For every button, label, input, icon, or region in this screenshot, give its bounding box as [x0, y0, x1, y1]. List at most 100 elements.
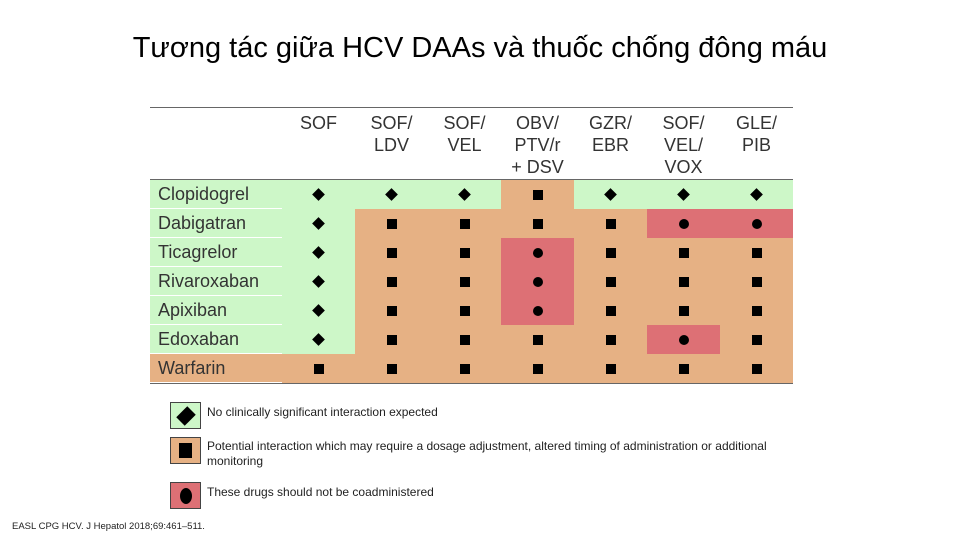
- diamond-icon: [385, 188, 398, 201]
- square-icon: [532, 334, 543, 345]
- diamond-icon: [458, 188, 471, 201]
- row-header: Apixiban: [150, 296, 282, 325]
- table-cell: [355, 180, 428, 209]
- square-icon: [459, 363, 470, 374]
- table-cell: [355, 267, 428, 296]
- circle-icon: [532, 247, 543, 258]
- table-cell: [720, 180, 793, 209]
- circle-icon: [532, 305, 543, 316]
- citation: EASL CPG HCV. J Hepatol 2018;69:461–511.: [12, 521, 205, 532]
- square-icon: [678, 276, 689, 287]
- table-cell: [574, 238, 647, 267]
- table-cell: [282, 238, 355, 267]
- table-cell: [282, 325, 355, 354]
- square-icon: [605, 247, 616, 258]
- table-corner: [150, 108, 282, 180]
- square-icon: [678, 363, 689, 374]
- table-cell: [428, 267, 501, 296]
- table-cell: [574, 209, 647, 238]
- table-cell: [574, 296, 647, 325]
- diamond-icon: [750, 188, 763, 201]
- table-cell: [647, 238, 720, 267]
- table-cell: [428, 180, 501, 209]
- column-header: GZR/ EBR: [574, 108, 647, 180]
- circle-icon: [751, 218, 762, 229]
- table-cell: [282, 267, 355, 296]
- table-cell: [720, 267, 793, 296]
- table-cell: [355, 325, 428, 354]
- row-header: Dabigatran: [150, 209, 282, 238]
- table-cell: [574, 354, 647, 383]
- table-cell: [282, 209, 355, 238]
- table-cell: [428, 238, 501, 267]
- diamond-icon: [604, 188, 617, 201]
- table-cell: [355, 354, 428, 383]
- table-cell: [355, 209, 428, 238]
- square-icon: [179, 443, 192, 458]
- square-icon: [532, 189, 543, 200]
- table-cell: [428, 296, 501, 325]
- table-cell: [501, 354, 574, 383]
- table-cell: [720, 209, 793, 238]
- table-cell: [574, 267, 647, 296]
- square-icon: [678, 305, 689, 316]
- column-header: SOF/ VEL/ VOX: [647, 108, 720, 180]
- table-cell: [355, 296, 428, 325]
- row-header: Edoxaban: [150, 325, 282, 354]
- square-icon: [751, 247, 762, 258]
- diamond-icon: [312, 217, 325, 230]
- legend-green-box: [170, 402, 201, 429]
- table-cell: [647, 296, 720, 325]
- square-icon: [459, 276, 470, 287]
- square-icon: [313, 363, 324, 374]
- table-cell: [647, 209, 720, 238]
- column-header: SOF/ LDV: [355, 108, 428, 180]
- square-icon: [751, 363, 762, 374]
- legend-orange-box: [170, 437, 201, 464]
- row-header: Rivaroxaban: [150, 267, 282, 296]
- table-cell: [501, 267, 574, 296]
- table-cell: [720, 325, 793, 354]
- table-cell: [282, 296, 355, 325]
- diamond-icon: [312, 246, 325, 259]
- square-icon: [605, 334, 616, 345]
- square-icon: [386, 363, 397, 374]
- table-cell: [501, 238, 574, 267]
- table-cell: [428, 209, 501, 238]
- legend-red-box: [170, 482, 201, 509]
- table-cell: [720, 296, 793, 325]
- diamond-icon: [677, 188, 690, 201]
- square-icon: [751, 305, 762, 316]
- table-cell: [501, 209, 574, 238]
- circle-icon: [179, 487, 192, 504]
- square-icon: [751, 276, 762, 287]
- table-cell: [574, 180, 647, 209]
- row-header: Ticagrelor: [150, 238, 282, 267]
- circle-icon: [678, 218, 689, 229]
- table-cell: [282, 354, 355, 383]
- square-icon: [459, 218, 470, 229]
- table-cell: [574, 325, 647, 354]
- row-header: Warfarin: [150, 354, 282, 383]
- table-cell: [282, 180, 355, 209]
- table-cell: [647, 325, 720, 354]
- column-header: GLE/ PIB: [720, 108, 793, 180]
- legend-not-coadminister: These drugs should not be coadministered: [207, 485, 434, 499]
- column-header: SOF/ VEL: [428, 108, 501, 180]
- square-icon: [459, 247, 470, 258]
- table-cell: [647, 267, 720, 296]
- legend-no-interaction: No clinically significant interaction ex…: [207, 405, 438, 419]
- square-icon: [386, 276, 397, 287]
- square-icon: [386, 305, 397, 316]
- square-icon: [532, 363, 543, 374]
- square-icon: [605, 218, 616, 229]
- circle-icon: [532, 276, 543, 287]
- square-icon: [386, 218, 397, 229]
- table-cell: [428, 325, 501, 354]
- square-icon: [751, 334, 762, 345]
- table-cell: [355, 238, 428, 267]
- diamond-icon: [312, 333, 325, 346]
- interaction-table: SOF SOF/ LDV SOF/ VEL OBV/ PTV/r + DSV GZR/ …: [150, 107, 793, 384]
- legend-potential-interaction: Potential interaction which may require …: [207, 439, 767, 468]
- diamond-icon: [312, 304, 325, 317]
